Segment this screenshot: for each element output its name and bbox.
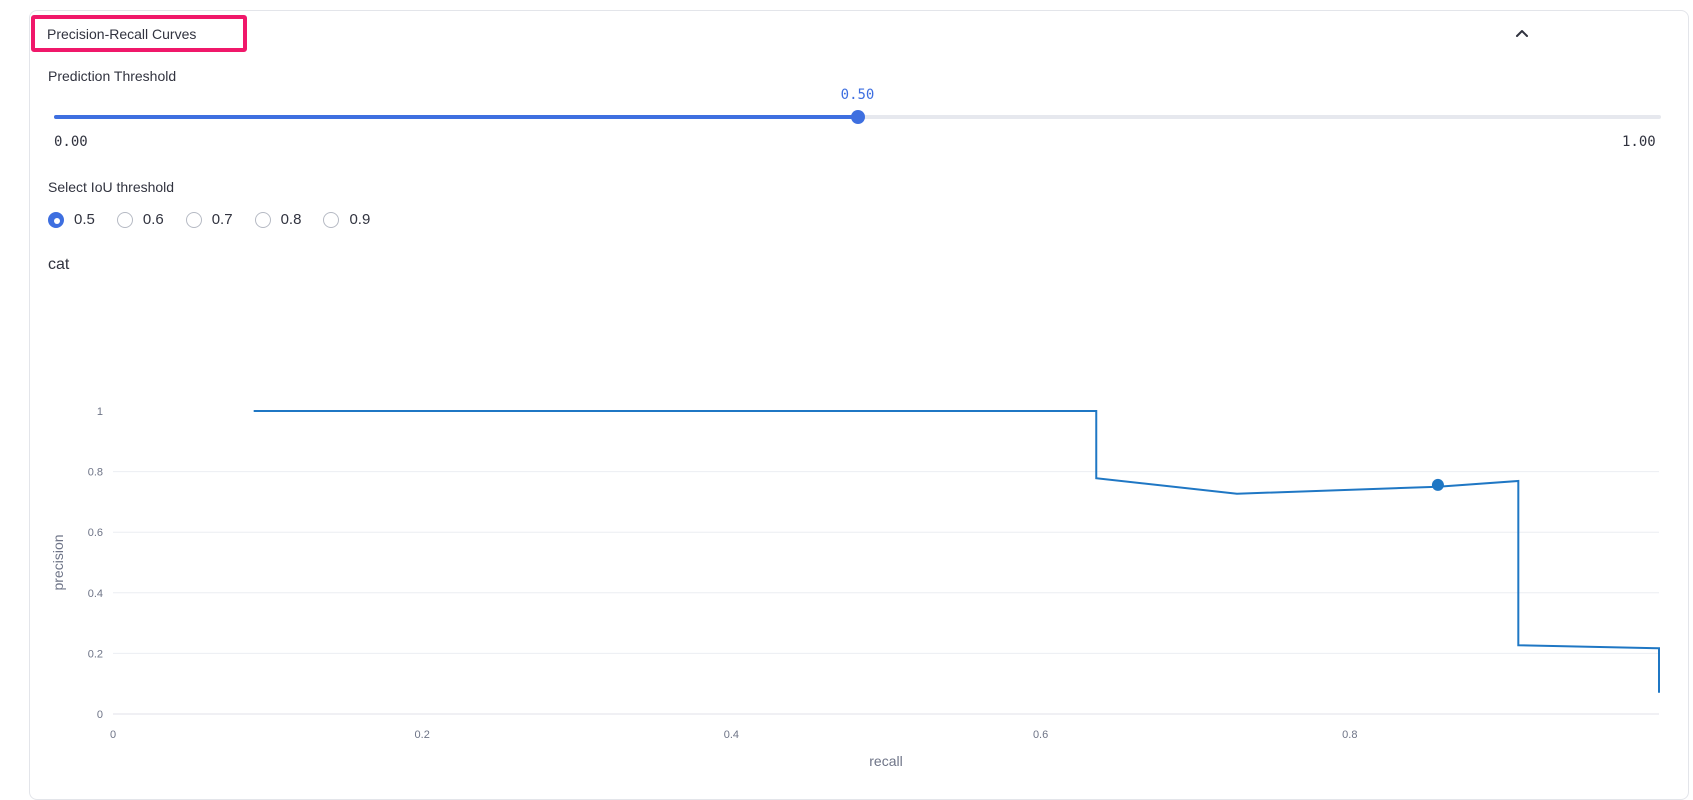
radio-circle[interactable] <box>116 211 133 228</box>
y-tick-label: 0.2 <box>88 648 103 660</box>
iou-radio-group: 0.5 0.6 0.7 0.8 0.9 <box>48 211 392 228</box>
expander-header[interactable]: Precision-Recall Curves <box>31 15 247 52</box>
x-tick-label: 0.6 <box>1033 729 1048 741</box>
chart-title: cat <box>48 256 70 273</box>
x-axis-title: recall <box>869 753 902 769</box>
radio-circle[interactable] <box>185 211 202 228</box>
iou-radio-option-0.8[interactable]: 0.8 <box>254 211 302 228</box>
radio-circle[interactable] <box>323 211 340 228</box>
radio-circle[interactable] <box>254 211 271 228</box>
iou-radio-option-0.7[interactable]: 0.7 <box>185 211 233 228</box>
threshold-marker-point <box>1431 478 1444 491</box>
iou-radio-option-0.9[interactable]: 0.9 <box>323 211 370 228</box>
slider-label: Prediction Threshold <box>48 68 177 84</box>
y-axis-title: precision <box>50 534 66 590</box>
radio-option-label: 0.7 <box>211 211 233 228</box>
pr-curves-expander <box>29 10 1689 800</box>
slider-max-label: 1.00 <box>1622 134 1656 150</box>
slider-value: 0.50 <box>840 87 875 103</box>
iou-radio-option-0.6[interactable]: 0.6 <box>116 211 164 228</box>
radio-option-label: 0.9 <box>349 211 371 228</box>
x-tick-label: 0.4 <box>724 729 739 741</box>
y-tick-label: 0.8 <box>88 467 103 479</box>
x-tick-label: 0 <box>110 729 116 741</box>
slider-fill <box>54 115 858 119</box>
x-tick-label: 0.8 <box>1342 729 1357 741</box>
y-tick-label: 0.6 <box>88 527 103 539</box>
slider-thumb[interactable] <box>850 110 865 124</box>
radio-option-label: 0.8 <box>280 211 302 228</box>
y-tick-label: 0 <box>97 709 103 721</box>
x-tick-label: 0.2 <box>415 729 430 741</box>
slider-min-label: 0.00 <box>54 134 88 150</box>
pr-curve-line <box>253 410 1660 693</box>
iou-radio-option-0.5[interactable]: 0.5 <box>48 211 95 228</box>
y-tick-label: 1 <box>97 406 103 418</box>
expander-title: Precision-Recall Curves <box>47 25 197 42</box>
iou-radio-label: Select IoU threshold <box>48 179 175 195</box>
radio-circle[interactable] <box>48 211 64 228</box>
chevron-up-icon[interactable] <box>1513 25 1531 43</box>
threshold-slider[interactable]: 0.50 <box>54 87 1661 124</box>
y-tick-label: 0.4 <box>88 588 103 600</box>
radio-option-label: 0.5 <box>74 211 95 228</box>
radio-option-label: 0.6 <box>142 211 164 228</box>
